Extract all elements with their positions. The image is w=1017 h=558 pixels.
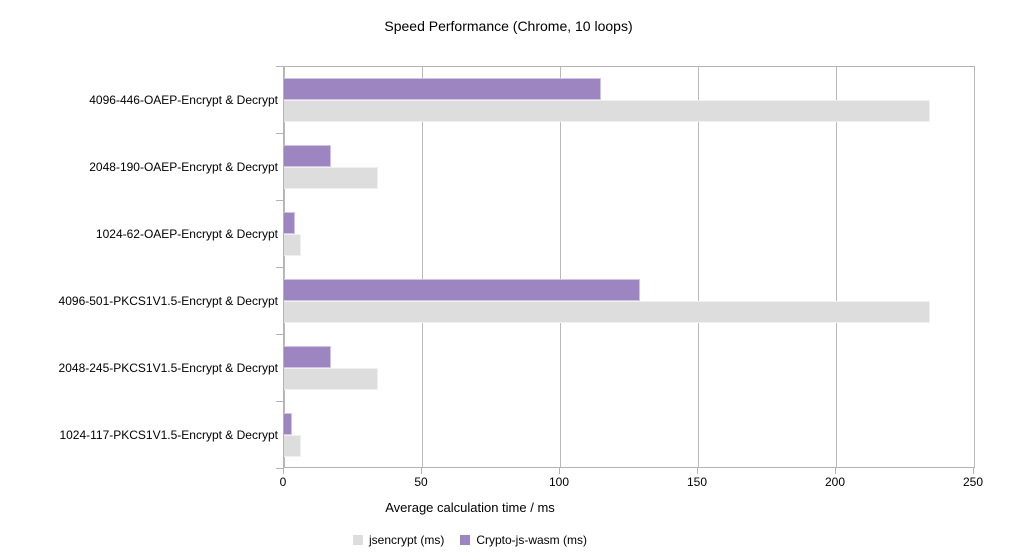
bar-crypto-js-wasm-ms-row-1 (284, 145, 331, 167)
bar-jsencrypt-ms-row-1 (284, 167, 378, 189)
category-label-1: 2048-190-OAEP-Encrypt & Decrypt (89, 159, 278, 174)
y-tick-mark (276, 401, 283, 402)
bar-crypto-js-wasm-ms-row-3 (284, 279, 641, 301)
legend-label: Crypto-js-wasm (ms) (476, 533, 587, 547)
plot-area (283, 66, 975, 468)
legend-item-1: Crypto-js-wasm (ms) (460, 533, 587, 547)
y-tick-mark (276, 200, 283, 201)
x-tick-label-150: 150 (686, 475, 708, 489)
x-tick-label-50: 50 (414, 475, 428, 489)
category-label-5: 1024-117-PKCS1V1.5-Encrypt & Decrypt (59, 427, 278, 442)
bar-jsencrypt-ms-row-5 (284, 435, 301, 457)
chart-title: Speed Performance (Chrome, 10 loops) (384, 18, 633, 34)
bar-crypto-js-wasm-ms-row-2 (284, 212, 296, 234)
y-tick-mark (276, 468, 283, 469)
legend-swatch-icon (460, 535, 471, 545)
bar-crypto-js-wasm-ms-row-0 (284, 78, 602, 100)
bar-crypto-js-wasm-ms-row-5 (284, 413, 293, 435)
y-tick-mark (276, 267, 283, 268)
x-tick-mark-200 (835, 468, 836, 474)
bar-jsencrypt-ms-row-4 (284, 368, 378, 390)
x-tick-mark-250 (973, 468, 974, 474)
bar-jsencrypt-ms-row-0 (284, 100, 930, 122)
x-tick-label-0: 0 (279, 475, 287, 489)
legend-label: jsencrypt (ms) (368, 533, 445, 547)
legend: jsencrypt (ms) Crypto-js-wasm (ms) (0, 533, 940, 547)
y-tick-mark (276, 133, 283, 134)
gridline-x-100 (560, 67, 561, 467)
bar-jsencrypt-ms-row-3 (284, 301, 930, 323)
x-tick-label-200: 200 (824, 475, 846, 489)
x-tick-mark-100 (559, 468, 560, 474)
x-tick-label-250: 250 (962, 475, 984, 489)
bar-jsencrypt-ms-row-2 (284, 234, 301, 256)
gridline-x-200 (836, 67, 837, 467)
x-tick-mark-150 (697, 468, 698, 474)
x-tick-mark-0 (283, 468, 284, 474)
y-tick-mark (276, 66, 283, 67)
category-label-0: 4096-446-OAEP-Encrypt & Decrypt (89, 92, 278, 107)
x-tick-mark-50 (421, 468, 422, 474)
category-label-3: 4096-501-PKCS1V1.5-Encrypt & Decrypt (58, 293, 278, 308)
gridline-x-0 (284, 67, 285, 467)
x-tick-label-100: 100 (548, 475, 570, 489)
y-tick-mark (276, 334, 283, 335)
gridline-x-50 (422, 67, 423, 467)
gridline-x-250 (974, 67, 975, 467)
gridline-x-150 (698, 67, 699, 467)
category-label-2: 1024-62-OAEP-Encrypt & Decrypt (95, 226, 278, 241)
x-axis-title: Average calculation time / ms (385, 500, 555, 515)
category-label-4: 2048-245-PKCS1V1.5-Encrypt & Decrypt (58, 360, 278, 375)
legend-swatch-icon (352, 535, 363, 545)
legend-item-0: jsencrypt (ms) (352, 533, 445, 547)
bar-crypto-js-wasm-ms-row-4 (284, 346, 331, 368)
